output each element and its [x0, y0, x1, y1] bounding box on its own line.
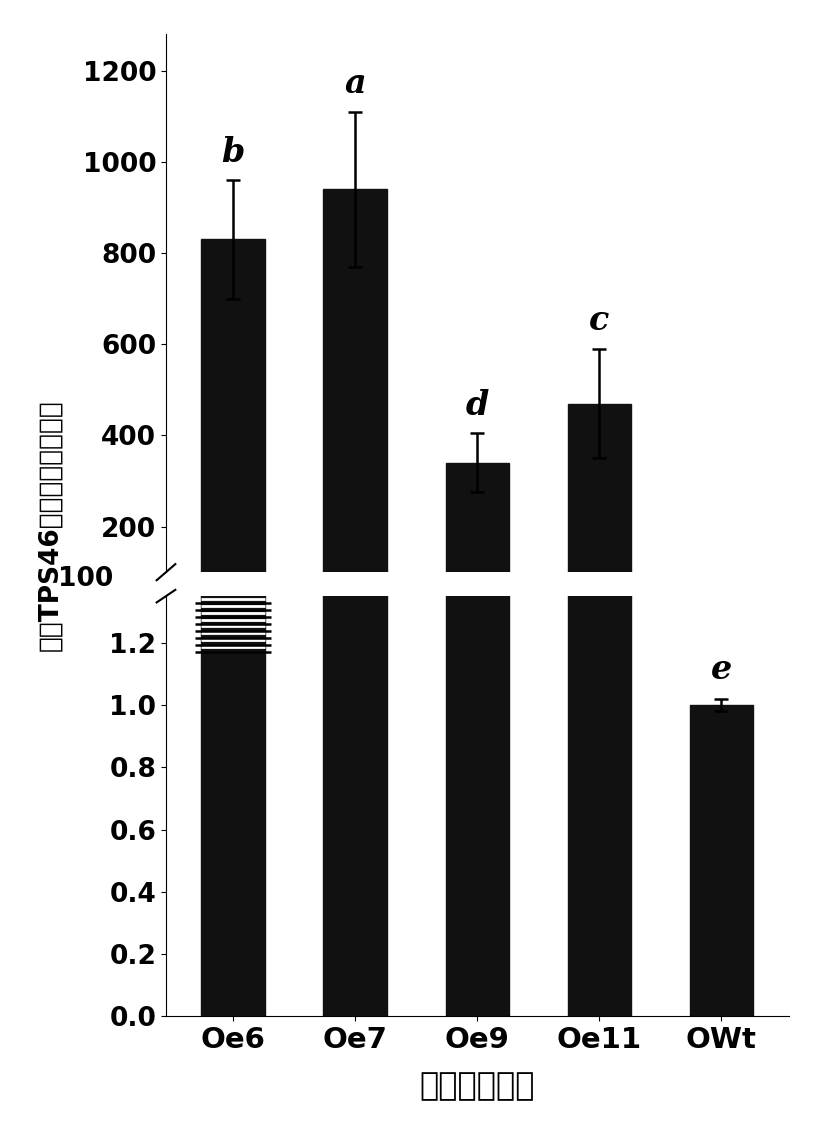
Bar: [568, 0, 631, 1016]
Bar: [690, 705, 753, 1016]
Text: 100: 100: [58, 566, 113, 593]
Text: 水稺TPS46基因的相对表达量: 水稺TPS46基因的相对表达量: [37, 400, 63, 651]
Bar: [446, 463, 509, 618]
Bar: [324, 0, 387, 1016]
Text: b: b: [222, 136, 245, 169]
Bar: [324, 190, 387, 618]
Bar: [568, 403, 631, 618]
Bar: [202, 240, 265, 618]
Text: e: e: [710, 653, 732, 686]
Text: a: a: [344, 67, 366, 100]
X-axis label: 不同水稺品系: 不同水稺品系: [419, 1071, 535, 1102]
Bar: [446, 0, 509, 1016]
Bar: [202, 0, 265, 1016]
Text: c: c: [589, 305, 609, 337]
Text: d: d: [466, 388, 489, 421]
